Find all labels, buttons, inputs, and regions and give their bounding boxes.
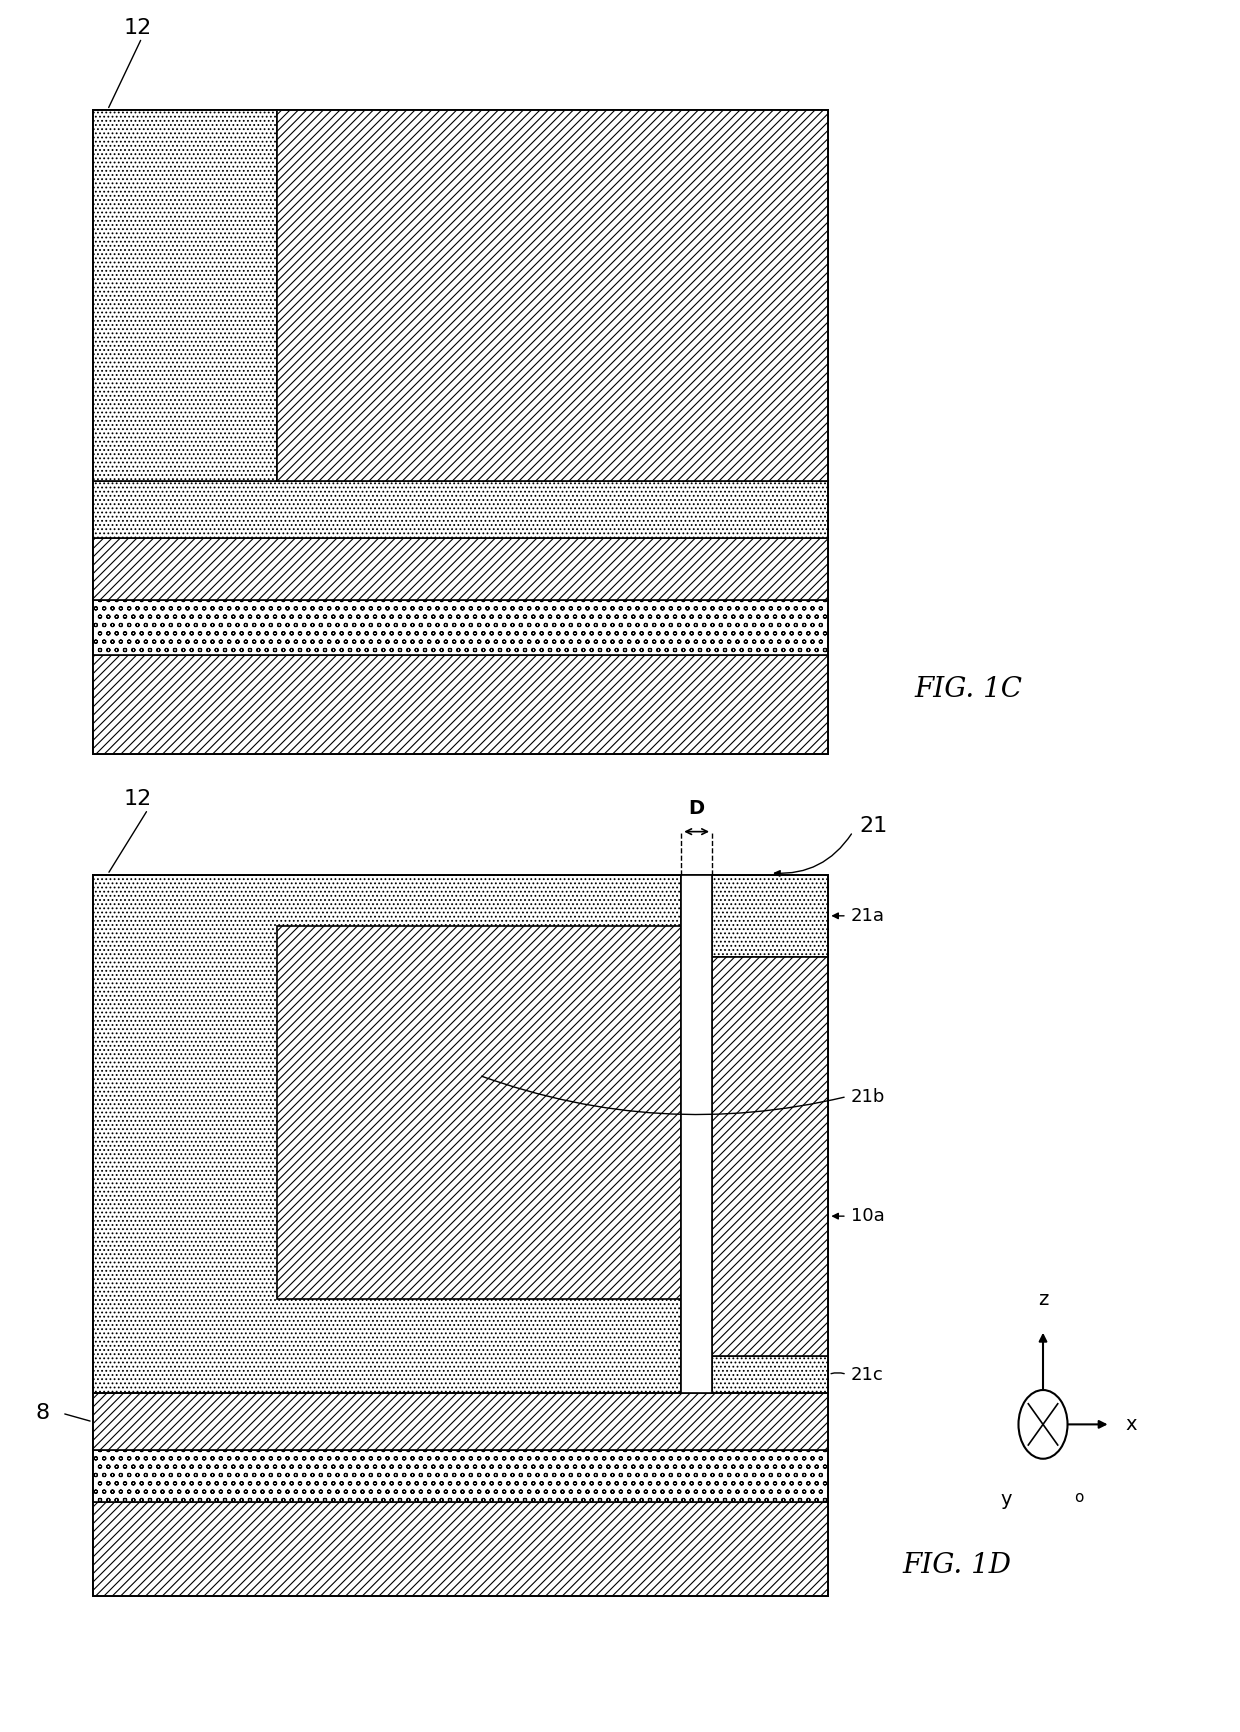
Bar — [277, 927, 681, 1299]
Text: z: z — [1038, 1290, 1048, 1309]
Bar — [93, 599, 828, 655]
Bar — [93, 1450, 828, 1502]
Text: 12: 12 — [124, 17, 151, 38]
Bar — [277, 111, 828, 481]
Circle shape — [1018, 1391, 1068, 1458]
Text: 21: 21 — [859, 816, 888, 837]
Bar — [712, 1356, 828, 1394]
Bar — [93, 875, 681, 1394]
Text: FIG. 1C: FIG. 1C — [914, 675, 1022, 703]
Text: y: y — [1001, 1490, 1012, 1509]
Text: 21c: 21c — [851, 1365, 883, 1384]
Bar — [93, 875, 828, 1597]
Bar — [93, 1502, 828, 1597]
Bar — [93, 111, 828, 755]
Text: x: x — [1125, 1415, 1137, 1434]
Bar — [93, 111, 828, 755]
Bar — [93, 481, 828, 539]
Bar — [93, 539, 828, 599]
Bar — [93, 111, 277, 481]
Text: D: D — [688, 798, 704, 818]
Text: 8: 8 — [36, 1403, 50, 1424]
Bar — [712, 875, 828, 958]
Text: 12: 12 — [124, 790, 151, 809]
Bar — [93, 1394, 828, 1450]
Bar — [681, 875, 712, 1394]
Text: 10a: 10a — [851, 1207, 884, 1225]
Bar — [93, 875, 828, 1597]
Text: o: o — [1074, 1490, 1083, 1505]
Bar — [93, 655, 828, 755]
Bar — [712, 958, 828, 1356]
Text: 21a: 21a — [851, 908, 884, 925]
Text: FIG. 1D: FIG. 1D — [901, 1552, 1011, 1580]
Text: 21b: 21b — [851, 1088, 885, 1105]
